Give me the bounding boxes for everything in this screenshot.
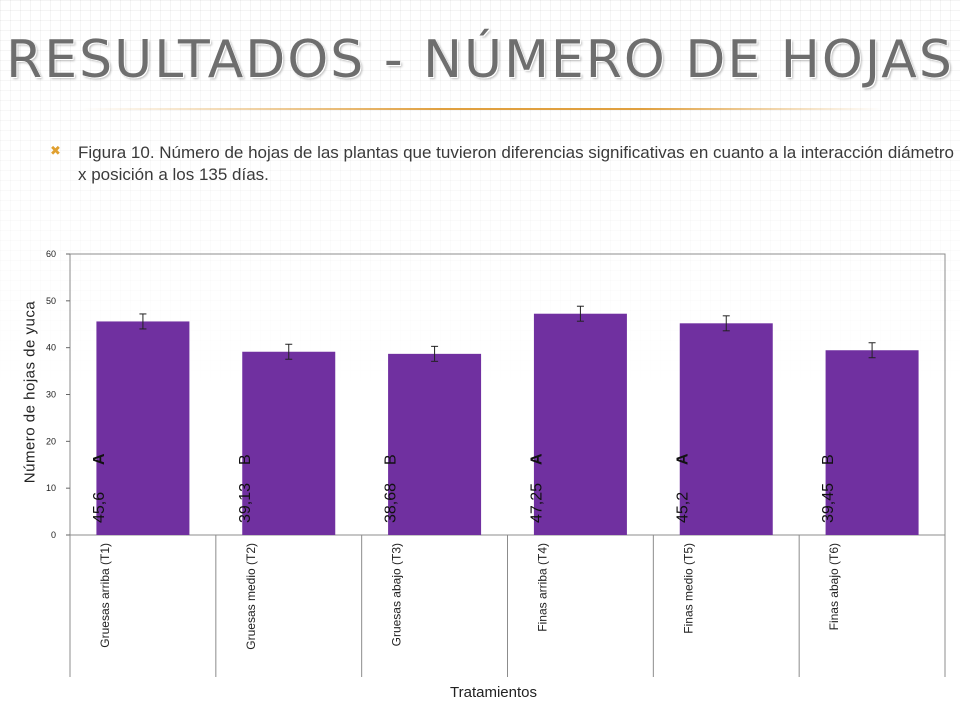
x-tick-label: Finas arriba (T4) <box>535 543 549 632</box>
data-label: 39,13 <box>237 483 254 523</box>
y-tick-label: 60 <box>46 249 56 259</box>
x-tick-label: Gruesas abajo (T3) <box>390 543 404 646</box>
slide-title: RESULTADOS - NÚMERO DE HOJAS <box>6 30 954 90</box>
data-label: 38,68 <box>383 483 400 523</box>
significance-letter: A <box>91 453 108 465</box>
y-tick-label: 10 <box>46 483 56 493</box>
bar <box>825 350 919 535</box>
x-axis-title: Tratamientos <box>450 684 537 701</box>
title-divider <box>82 108 882 110</box>
significance-letter: A <box>674 453 691 465</box>
data-label: 39,45 <box>820 483 837 523</box>
y-tick-label: 0 <box>51 530 56 540</box>
y-axis-title: Número de hojas de yuca <box>21 300 39 484</box>
significance-letter: B <box>820 454 837 465</box>
x-tick-label: Finas abajo (T6) <box>827 543 841 630</box>
y-tick-label: 40 <box>46 343 56 353</box>
significance-letter: B <box>383 454 400 465</box>
data-label: 47,25 <box>528 483 545 523</box>
significance-letter: B <box>237 454 254 465</box>
data-label: 45,6 <box>91 492 108 523</box>
bar <box>388 353 482 535</box>
bar <box>242 351 336 535</box>
x-tick-label: Finas medio (T5) <box>681 543 695 634</box>
bar <box>533 313 627 535</box>
data-label: 45,2 <box>674 492 691 523</box>
y-tick-label: 50 <box>46 296 56 306</box>
x-bullet-icon: ✖ <box>50 143 61 158</box>
x-tick-label: Gruesas arriba (T1) <box>98 543 112 648</box>
x-tick-label: Gruesas medio (T2) <box>244 543 258 650</box>
plot-area <box>69 253 946 536</box>
figure-caption: Figura 10. Número de hojas de las planta… <box>78 143 954 184</box>
y-tick-label: 30 <box>46 390 56 400</box>
bar <box>96 321 190 535</box>
bar <box>679 323 773 535</box>
significance-letter: A <box>528 453 545 465</box>
y-tick-label: 20 <box>46 436 56 446</box>
